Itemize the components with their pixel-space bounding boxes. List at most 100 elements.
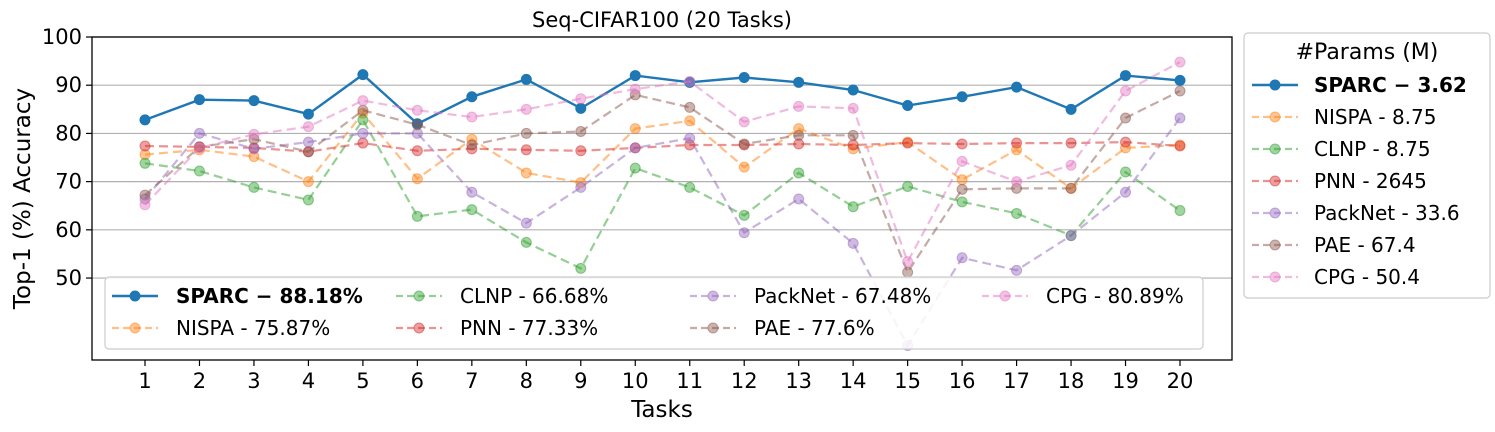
x-tick-label-18: 18 (1058, 369, 1085, 393)
y-tick-label-60: 60 (55, 218, 82, 242)
series-pnn (139, 136, 1186, 158)
point-pnn-16 (956, 138, 968, 150)
point-cpg-14 (847, 102, 859, 114)
params-legend-item-nispa: NISPA - 8.75 (1252, 105, 1436, 129)
x-axis-label: Tasks (630, 397, 693, 423)
params-legend-item-clnp: CLNP - 8.75 (1252, 137, 1431, 161)
series-layer (139, 56, 1186, 352)
x-tick-label-17: 17 (1003, 369, 1030, 393)
point-packnet-19 (1120, 186, 1132, 198)
point-packnet-20 (1174, 112, 1186, 124)
x-tick-label-7: 7 (465, 369, 478, 393)
point-cpg-7 (466, 111, 478, 123)
series-pae (139, 85, 1186, 278)
x-tick-label-13: 13 (785, 369, 812, 393)
point-clnp-5 (357, 114, 369, 126)
x-tick-label-2: 2 (193, 369, 206, 393)
point-pae-15 (902, 266, 914, 278)
point-sparc-4 (302, 108, 314, 120)
inner-legend-clnp-marker (413, 290, 425, 302)
point-sparc-3 (248, 95, 260, 107)
series-clnp (139, 114, 1186, 274)
point-packnet-6 (411, 127, 423, 139)
point-clnp-3 (248, 181, 260, 193)
point-pae-9 (575, 125, 587, 137)
inner-legend-pae-marker (707, 322, 719, 334)
point-clnp-4 (302, 194, 314, 206)
params-legend-nispa-marker (1269, 111, 1281, 123)
series-line-sparc (144, 73, 1181, 126)
point-pae-19 (1120, 112, 1132, 124)
point-packnet-8 (520, 217, 532, 229)
point-packnet-14 (847, 237, 859, 249)
point-pnn-14 (847, 139, 859, 151)
series-line-pnn (144, 140, 1181, 153)
point-clnp-15 (902, 180, 914, 192)
x-tick-label-1: 1 (138, 369, 151, 393)
point-nispa-12 (738, 161, 750, 173)
point-packnet-5 (357, 127, 369, 139)
point-clnp-7 (466, 204, 478, 216)
point-cpg-9 (575, 93, 587, 105)
point-pnn-18 (1065, 137, 1077, 149)
point-packnet-13 (793, 193, 805, 205)
inner-legend-label-clnp: CLNP - 66.68% (460, 284, 608, 308)
series-line-clnp (144, 117, 1181, 270)
point-packnet-9 (575, 181, 587, 193)
params-legend-label-sparc: SPARC − 3.62 (1314, 73, 1467, 97)
x-tick-label-12: 12 (731, 369, 758, 393)
x-tick-label-11: 11 (676, 369, 703, 393)
point-pae-6 (411, 119, 423, 131)
point-pae-7 (466, 139, 478, 151)
point-sparc-5 (357, 69, 369, 81)
point-nispa-10 (629, 123, 641, 135)
params-legend-box (1243, 32, 1491, 299)
params-legend-label-nispa: NISPA - 8.75 (1314, 105, 1436, 129)
point-pnn-13 (793, 138, 805, 150)
point-nispa-1 (139, 149, 151, 161)
inner-legend-item-sparc: SPARC − 88.18% (112, 284, 363, 308)
point-sparc-9 (575, 102, 587, 114)
point-cpg-18 (1065, 159, 1077, 171)
point-pae-5 (357, 104, 369, 116)
point-cpg-1 (139, 199, 151, 211)
point-clnp-12 (738, 209, 750, 221)
point-clnp-14 (847, 201, 859, 213)
series-line-pae (144, 90, 1181, 275)
params-legend-item-sparc: SPARC − 3.62 (1252, 73, 1467, 97)
axis-ticks: 1 2 3 4 5 6 7 8 9 10 11 12 13 14 15 16 17 18 19 20506070809… (42, 25, 1193, 393)
point-sparc-12 (738, 71, 750, 83)
y-tick-label-90: 90 (55, 73, 82, 97)
plot-frame (91, 36, 1233, 361)
point-nispa-16 (956, 174, 968, 186)
point-pae-18 (1065, 182, 1077, 194)
series-line-packnet (144, 117, 1181, 348)
y-tick-label-80: 80 (55, 121, 82, 145)
point-sparc-15 (902, 99, 914, 111)
inner-legend-sparc-marker (129, 290, 141, 302)
point-cpg-11 (684, 75, 696, 87)
point-pnn-15 (902, 137, 914, 149)
point-nispa-6 (411, 173, 423, 185)
y-tick-label-70: 70 (55, 170, 82, 194)
inner-legend-item-packnet: PackNet - 67.48% (690, 284, 931, 308)
inner-legend-label-cpg: CPG - 80.89% (1046, 284, 1184, 308)
point-clnp-13 (793, 167, 805, 179)
plot-border (91, 36, 1233, 361)
inner-legend-pnn-marker (413, 322, 425, 334)
point-pae-16 (956, 183, 968, 195)
params-legend-item-pae: PAE - 67.4 (1252, 233, 1416, 257)
point-nispa-11 (684, 115, 696, 127)
point-pae-13 (793, 129, 805, 141)
inner-legend-label-pae: PAE - 77.6% (754, 316, 875, 340)
point-clnp-17 (1011, 207, 1023, 219)
point-sparc-7 (466, 91, 478, 103)
inner-legend-label-sparc: SPARC − 88.18% (176, 284, 363, 308)
point-nispa-8 (520, 167, 532, 179)
point-sparc-20 (1174, 74, 1186, 86)
y-tick-label-100: 100 (42, 25, 82, 49)
point-packnet-2 (193, 127, 205, 139)
series-line-nispa (144, 111, 1181, 190)
params-legend-label-clnp: CLNP - 8.75 (1314, 137, 1431, 161)
